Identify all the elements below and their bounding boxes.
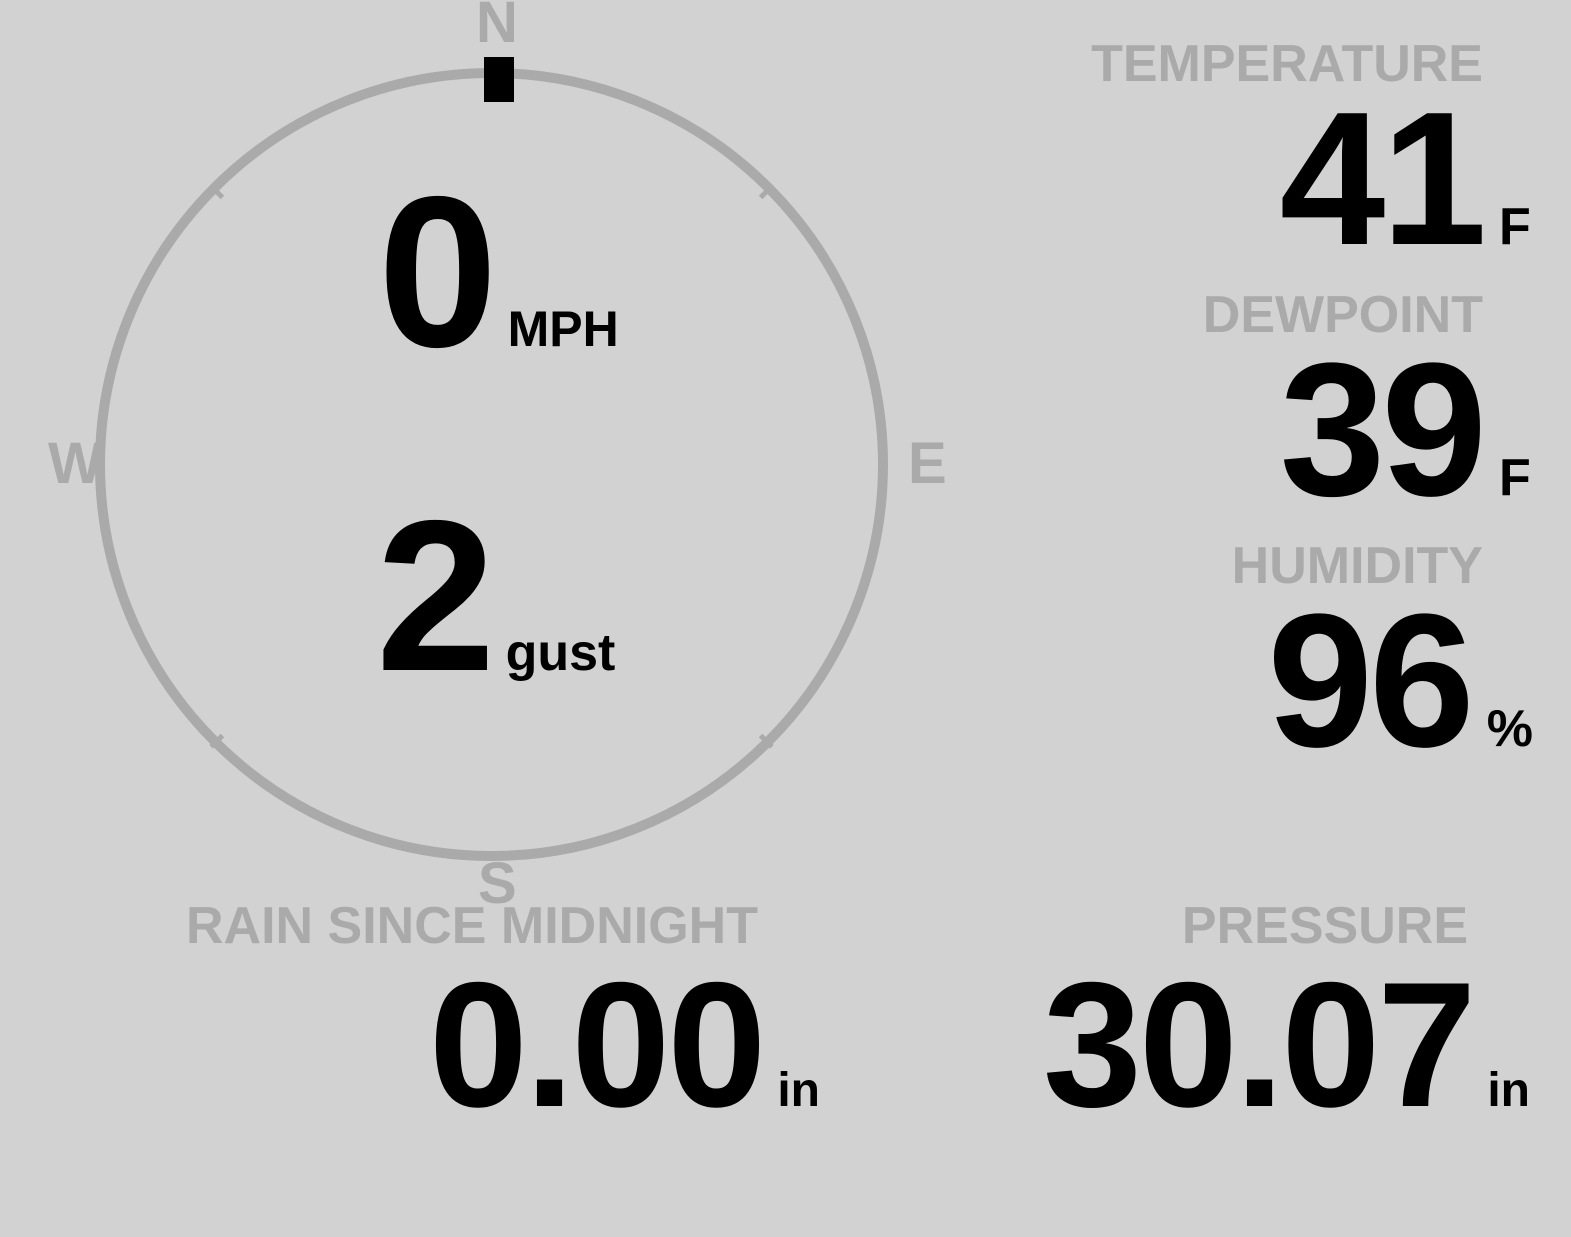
stat-dewpoint-value-row: 39 F xyxy=(973,323,1533,536)
stat-temperature: TEMPERATURE 41 F xyxy=(973,35,1533,286)
stat-temperature-value: 41 xyxy=(1279,73,1487,286)
stat-temperature-label: TEMPERATURE xyxy=(1091,35,1483,93)
wind-speed-readout: 0 MPH xyxy=(378,151,619,392)
wind-gust-readout: 2 gust xyxy=(376,475,616,716)
stat-dewpoint-value: 39 xyxy=(1279,323,1487,536)
wind-compass-panel: N S W E 0 MPH 2 gust xyxy=(0,0,990,930)
stat-dewpoint-label: DEWPOINT xyxy=(1202,285,1483,344)
compass-tick-ne xyxy=(758,184,774,200)
stat-humidity-value: 96 xyxy=(1267,574,1474,787)
stat-humidity-label: HUMIDITY xyxy=(1231,536,1483,595)
stat-pressure-label: PRESSURE xyxy=(1181,897,1468,955)
stat-temperature-value-row: 41 F xyxy=(973,73,1533,286)
stat-temperature-unit: F xyxy=(1499,198,1531,257)
compass-tick-sw xyxy=(209,733,225,749)
wind-speed-unit: MPH xyxy=(507,301,619,357)
compass-label-west: W xyxy=(48,431,103,496)
stat-pressure: PRESSURE 30.07 in xyxy=(830,900,1530,1134)
stat-humidity-value-row: 96 % xyxy=(973,574,1533,787)
stat-rain-since-midnight: RAIN SINCE MIDNIGHT 0.00 in xyxy=(170,900,820,1134)
stat-dewpoint-unit: F xyxy=(1499,448,1531,507)
compass-label-north: N xyxy=(476,0,518,55)
wind-gust-value: 2 xyxy=(376,475,496,716)
compass-tick-nw xyxy=(209,184,225,200)
stat-pressure-value-row: 30.07 in xyxy=(830,956,1530,1134)
stat-humidity: HUMIDITY 96 % xyxy=(973,536,1533,787)
wind-gust-unit: gust xyxy=(505,624,616,682)
compass-tick-se xyxy=(758,733,774,749)
stat-humidity-unit: % xyxy=(1486,699,1533,758)
stat-pressure-value: 30.07 xyxy=(1042,945,1476,1144)
stat-rain-value-row: 0.00 in xyxy=(170,956,820,1134)
stat-column: TEMPERATURE 41 F DEWPOINT 39 F HUMIDITY … xyxy=(973,35,1533,790)
compass-label-east: E xyxy=(908,431,947,496)
wind-speed-value: 0 xyxy=(378,151,498,392)
compass-label-south: S xyxy=(478,851,517,916)
stat-rain-value: 0.00 xyxy=(428,945,766,1144)
stat-dewpoint: DEWPOINT 39 F xyxy=(973,285,1533,536)
stat-rain-unit: in xyxy=(777,1064,820,1117)
stat-rain-label: RAIN SINCE MIDNIGHT xyxy=(186,897,758,955)
wind-direction-marker xyxy=(484,57,514,102)
bottom-stat-row: RAIN SINCE MIDNIGHT 0.00 in PRESSURE 30.… xyxy=(0,900,1571,1134)
stat-pressure-unit: in xyxy=(1487,1064,1530,1117)
